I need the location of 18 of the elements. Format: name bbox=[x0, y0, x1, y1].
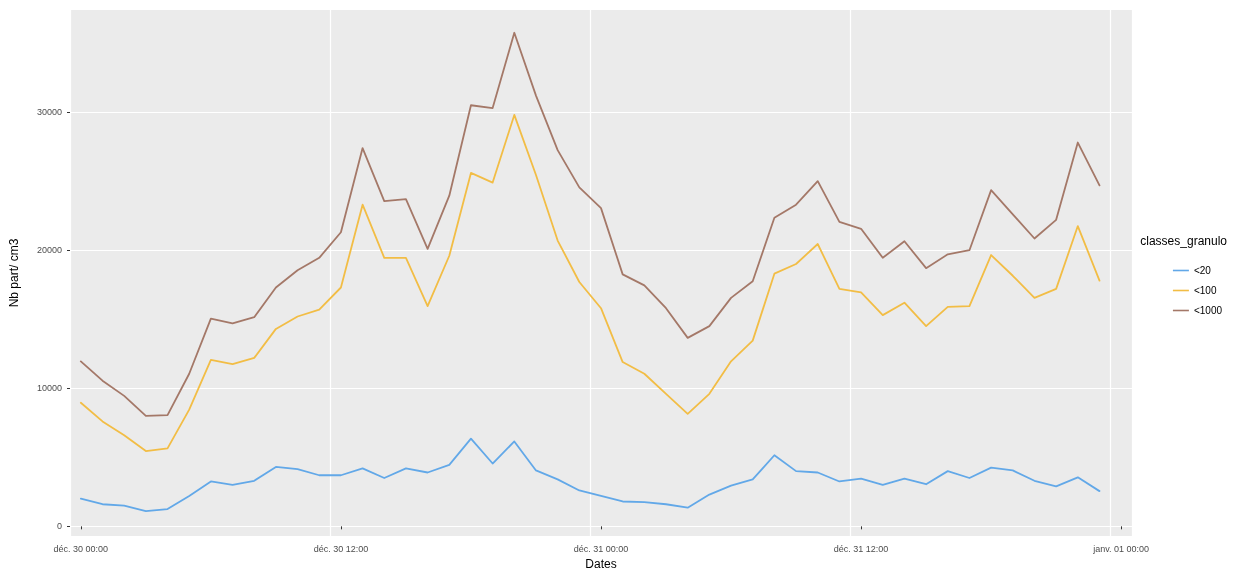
x-tick-label: déc. 31 12:00 bbox=[833, 543, 889, 554]
line-series bbox=[79, 437, 1101, 513]
line-series bbox=[79, 114, 1101, 452]
y-tick-label: 20000 bbox=[36, 245, 62, 256]
legend-title: classes_granulo bbox=[1140, 234, 1228, 248]
legend-label: <20 bbox=[1193, 265, 1212, 276]
x-tick-label: janv. 01 00:00 bbox=[1092, 543, 1150, 554]
x-tick-label: déc. 30 12:00 bbox=[313, 543, 369, 554]
legend-label: <100 bbox=[1193, 285, 1217, 296]
x-tick-label: déc. 30 00:00 bbox=[53, 543, 109, 554]
line-series bbox=[79, 31, 1101, 417]
y-tick-label: 30000 bbox=[36, 107, 62, 118]
x-tick-label: déc. 31 00:00 bbox=[573, 543, 629, 554]
y-axis-title: Nb part/ cm3 bbox=[7, 238, 21, 308]
x-axis-title: Dates bbox=[585, 557, 617, 571]
y-tick-label: 0 bbox=[56, 521, 62, 532]
y-tick-label: 10000 bbox=[36, 383, 62, 394]
legend-label: <1000 bbox=[1193, 305, 1223, 316]
